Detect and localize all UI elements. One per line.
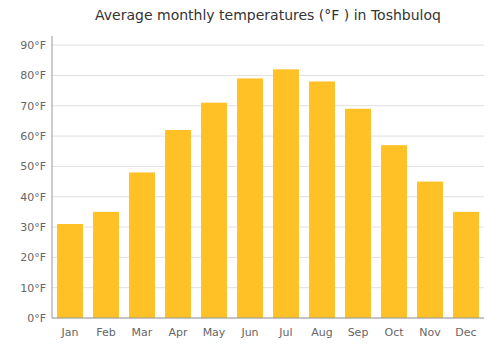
bar <box>453 212 479 318</box>
y-tick-label: 70°F <box>20 100 46 113</box>
x-tick-label: Dec <box>455 326 476 339</box>
x-axis-line <box>52 318 484 319</box>
x-tick-label: Jan <box>61 326 79 339</box>
y-tick-label: 60°F <box>20 130 46 143</box>
x-tick-label: Apr <box>168 326 188 339</box>
x-tick-label: Nov <box>419 326 441 339</box>
page: {"chart_data": {"type": "bar", "title": … <box>0 0 500 350</box>
bar <box>129 172 155 318</box>
chart-container: Average monthly temperatures (°F ) in To… <box>0 0 500 350</box>
bar <box>237 78 263 318</box>
bar <box>345 109 371 318</box>
bar <box>417 182 443 318</box>
x-tick-label: Aug <box>311 326 332 339</box>
bar <box>273 69 299 318</box>
x-tick-label: Jul <box>278 326 292 339</box>
x-tick-label: Sep <box>348 326 369 339</box>
chart-svg: Average monthly temperatures (°F ) in To… <box>0 0 500 350</box>
bar <box>201 103 227 318</box>
y-tick-label: 50°F <box>20 160 46 173</box>
y-axis-line <box>52 36 53 318</box>
x-tick-label: May <box>203 326 226 339</box>
y-tick-label: 0°F <box>27 312 46 325</box>
bar <box>57 224 83 318</box>
x-ticks: Jan Feb Mar Apr May Jun Jul Aug Sep Oct Nov Dec <box>61 326 477 339</box>
x-tick-label: Oct <box>384 326 404 339</box>
x-tick-label: Mar <box>132 326 153 339</box>
bar <box>309 81 335 318</box>
bar <box>93 212 119 318</box>
grid-line <box>52 136 484 137</box>
grid-line <box>52 105 484 106</box>
x-tick-label: Jun <box>240 326 258 339</box>
y-tick-label: 90°F <box>20 39 46 52</box>
title: Average monthly temperatures (°F ) in To… <box>95 7 441 23</box>
grid-line <box>52 45 484 46</box>
bar <box>381 145 407 318</box>
bars <box>57 69 479 318</box>
grid-line <box>52 166 484 167</box>
y-tick-label: 20°F <box>20 251 46 264</box>
grid-line <box>52 318 484 319</box>
bar <box>165 130 191 318</box>
y-tick-label: 30°F <box>20 221 46 234</box>
x-tick-label: Feb <box>96 326 115 339</box>
grid-line <box>52 75 484 76</box>
y-ticks: 0°F 10°F 20°F 30°F 40°F 50°F 60°F 70°F 80°F 90°F <box>20 39 46 325</box>
y-tick-label: 40°F <box>20 191 46 204</box>
grid <box>52 45 484 318</box>
y-tick-label: 80°F <box>20 69 46 82</box>
y-tick-label: 10°F <box>20 282 46 295</box>
